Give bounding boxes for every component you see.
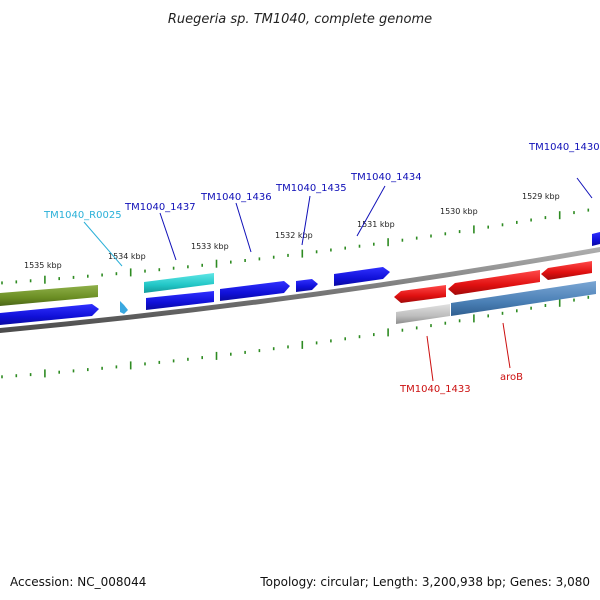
leader-1435 bbox=[301, 195, 311, 246]
gene-olive-1[interactable] bbox=[0, 285, 98, 306]
label-tm1040-1430[interactable]: TM1040_1430 bbox=[528, 142, 600, 153]
gene-steel-arob[interactable] bbox=[451, 281, 596, 316]
leader-r0025 bbox=[83, 221, 123, 267]
gene-red-2[interactable] bbox=[448, 270, 540, 295]
scale-labels: 1535 kbp 1534 kbp 1533 kbp 1532 kbp 1531… bbox=[24, 192, 560, 270]
leader-1437 bbox=[159, 212, 177, 261]
gene-red-1[interactable] bbox=[394, 285, 446, 303]
topology-text: Topology: circular; Length: 3,200,938 bp… bbox=[260, 575, 590, 589]
label-tm1040-1433[interactable]: TM1040_1433 bbox=[399, 384, 471, 395]
map-title: Ruegeria sp. TM1040, complete genome bbox=[168, 12, 432, 27]
gene-blue-1430[interactable] bbox=[592, 232, 600, 246]
label-arob[interactable]: aroB bbox=[500, 372, 523, 383]
gene-gray-1433[interactable] bbox=[396, 304, 450, 324]
label-tm1040-1436[interactable]: TM1040_1436 bbox=[200, 192, 272, 203]
label-tm1040-1434[interactable]: TM1040_1434 bbox=[350, 172, 422, 183]
gene-labels: TM1040_1430 TM1040_1434 TM1040_1435 TM10… bbox=[43, 142, 600, 395]
leader-1436 bbox=[235, 202, 252, 253]
scale-label-1535: 1535 kbp bbox=[24, 261, 62, 270]
label-tm1040-1437[interactable]: TM1040_1437 bbox=[124, 202, 196, 213]
label-tm1040-r0025[interactable]: TM1040_R0025 bbox=[43, 210, 122, 221]
leader-1430 bbox=[576, 177, 593, 199]
leader-1433 bbox=[426, 335, 434, 382]
scale-label-1529: 1529 kbp bbox=[522, 192, 560, 201]
label-tm1040-1435[interactable]: TM1040_1435 bbox=[275, 183, 347, 194]
gene-cyan-1437[interactable] bbox=[144, 273, 214, 293]
scale-label-1531: 1531 kbp bbox=[357, 220, 395, 229]
gene-blue-inner-1[interactable] bbox=[0, 304, 99, 325]
scale-label-1534: 1534 kbp bbox=[108, 252, 146, 261]
inner-tick-track bbox=[1, 295, 590, 379]
gene-blue-1435[interactable] bbox=[296, 279, 318, 292]
leader-1434 bbox=[356, 185, 386, 237]
scale-label-1533: 1533 kbp bbox=[191, 242, 229, 251]
forward-genes bbox=[0, 232, 600, 306]
gene-blue-1436[interactable] bbox=[220, 281, 290, 301]
gene-blue-1434[interactable] bbox=[334, 267, 390, 286]
reverse-genes bbox=[0, 281, 596, 325]
leader-arob bbox=[502, 322, 511, 369]
leader-lines bbox=[83, 177, 593, 382]
accession-text: Accession: NC_008044 bbox=[10, 575, 147, 589]
scale-label-1530: 1530 kbp bbox=[440, 207, 478, 216]
outer-tick-track bbox=[1, 208, 590, 285]
scale-label-1532: 1532 kbp bbox=[275, 231, 313, 240]
gene-blue-inner-2[interactable] bbox=[146, 291, 214, 310]
genome-backbone bbox=[0, 247, 600, 333]
gene-red-3[interactable] bbox=[541, 261, 592, 280]
rna-r0025[interactable] bbox=[120, 301, 128, 314]
